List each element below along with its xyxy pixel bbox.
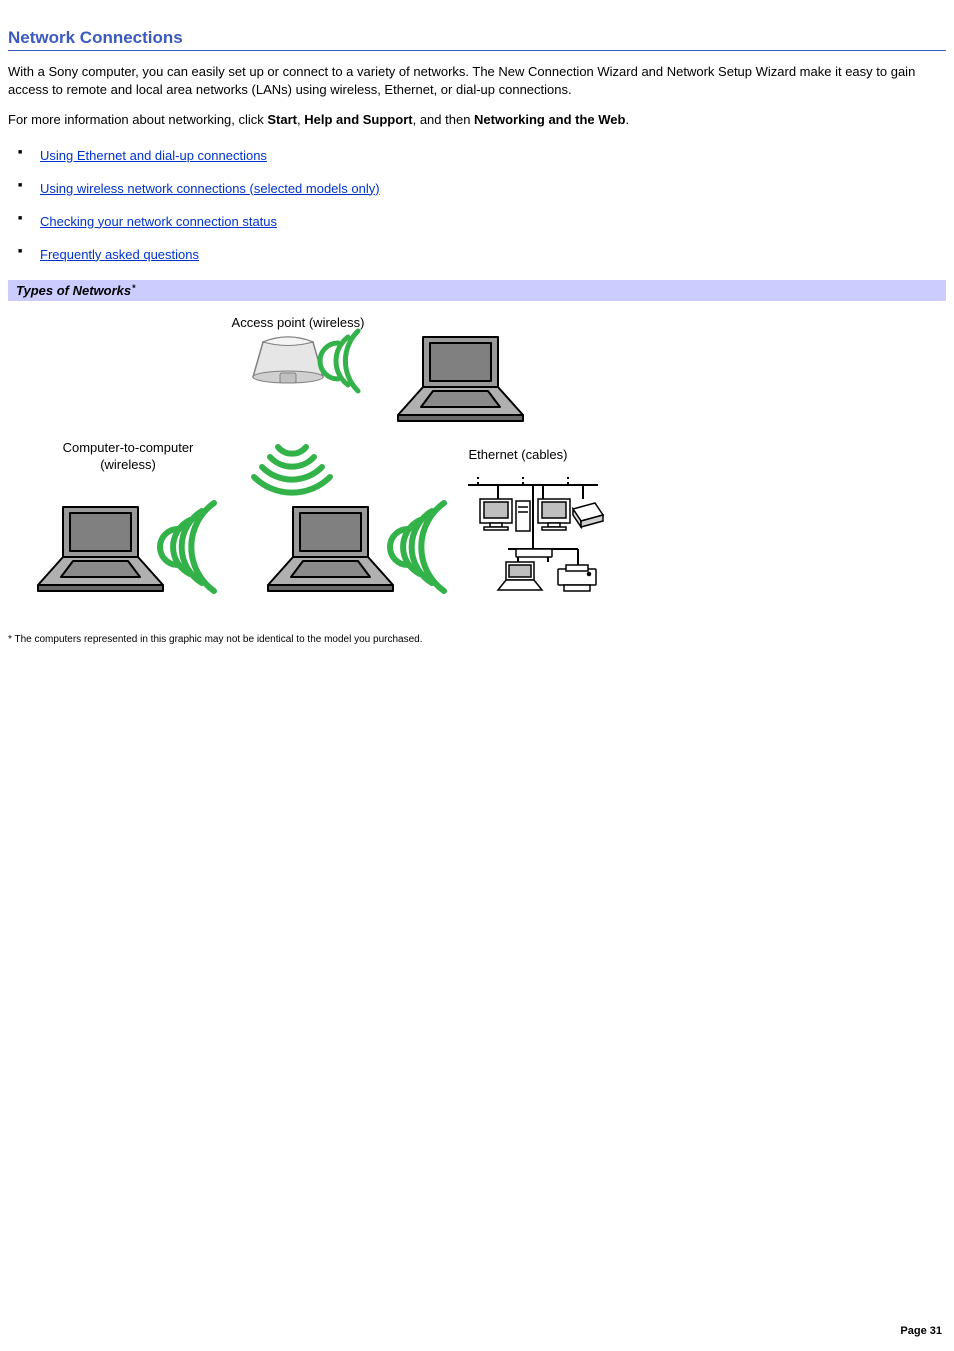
label-access-point: Access point (wireless) [232,315,365,330]
waves-left-laptop-icon [160,503,214,591]
link-ethernet-dialup[interactable]: Using Ethernet and dial-up connections [40,148,267,163]
list-item: Using Ethernet and dial-up connections [18,148,946,163]
more-info-paragraph: For more information about networking, c… [8,111,946,129]
footnote: * The computers represented in this grap… [8,634,946,645]
link-wireless[interactable]: Using wireless network connections (sele… [40,181,380,196]
laptop-bottom-middle-icon [268,507,393,591]
ethernet-cluster-icon [468,477,603,591]
link-check-status[interactable]: Checking your network connection status [40,214,277,229]
more-info-bold-start: Start [267,112,297,127]
waves-middle-laptop-icon [390,503,444,591]
label-c2c-line2: (wireless) [100,457,156,472]
list-item: Using wireless network connections (sele… [18,181,946,196]
link-faq[interactable]: Frequently asked questions [40,247,199,262]
laptop-bottom-left-icon [38,507,163,591]
label-ethernet: Ethernet (cables) [469,447,568,462]
list-item: Checking your network connection status [18,214,946,229]
section-header-asterisk: * [132,283,136,293]
section-header-text: Types of Networks [16,283,131,298]
list-item: Frequently asked questions [18,247,946,262]
laptop-top-right-icon [398,337,523,421]
more-info-bold-help: Help and Support [304,112,412,127]
types-of-networks-diagram: Access point (wireless) Computer-t [8,307,628,620]
section-header-bar: Types of Networks* [8,280,946,301]
page-title: Network Connections [8,28,946,51]
more-info-prefix: For more information about networking, c… [8,112,267,127]
more-info-suffix: . [625,112,629,127]
label-c2c-line1: Computer-to-computer [63,440,194,455]
intro-paragraph: With a Sony computer, you can easily set… [8,63,946,99]
diagram-svg: Access point (wireless) Computer-t [8,307,628,617]
more-info-bold-networking: Networking and the Web [474,112,625,127]
waves-router-down-icon [254,447,330,493]
more-info-sep2: , and then [413,112,474,127]
page-number: Page 31 [900,1325,942,1337]
waves-router-right-icon [320,331,358,391]
access-point-icon [253,337,323,383]
link-list: Using Ethernet and dial-up connections U… [8,148,946,262]
